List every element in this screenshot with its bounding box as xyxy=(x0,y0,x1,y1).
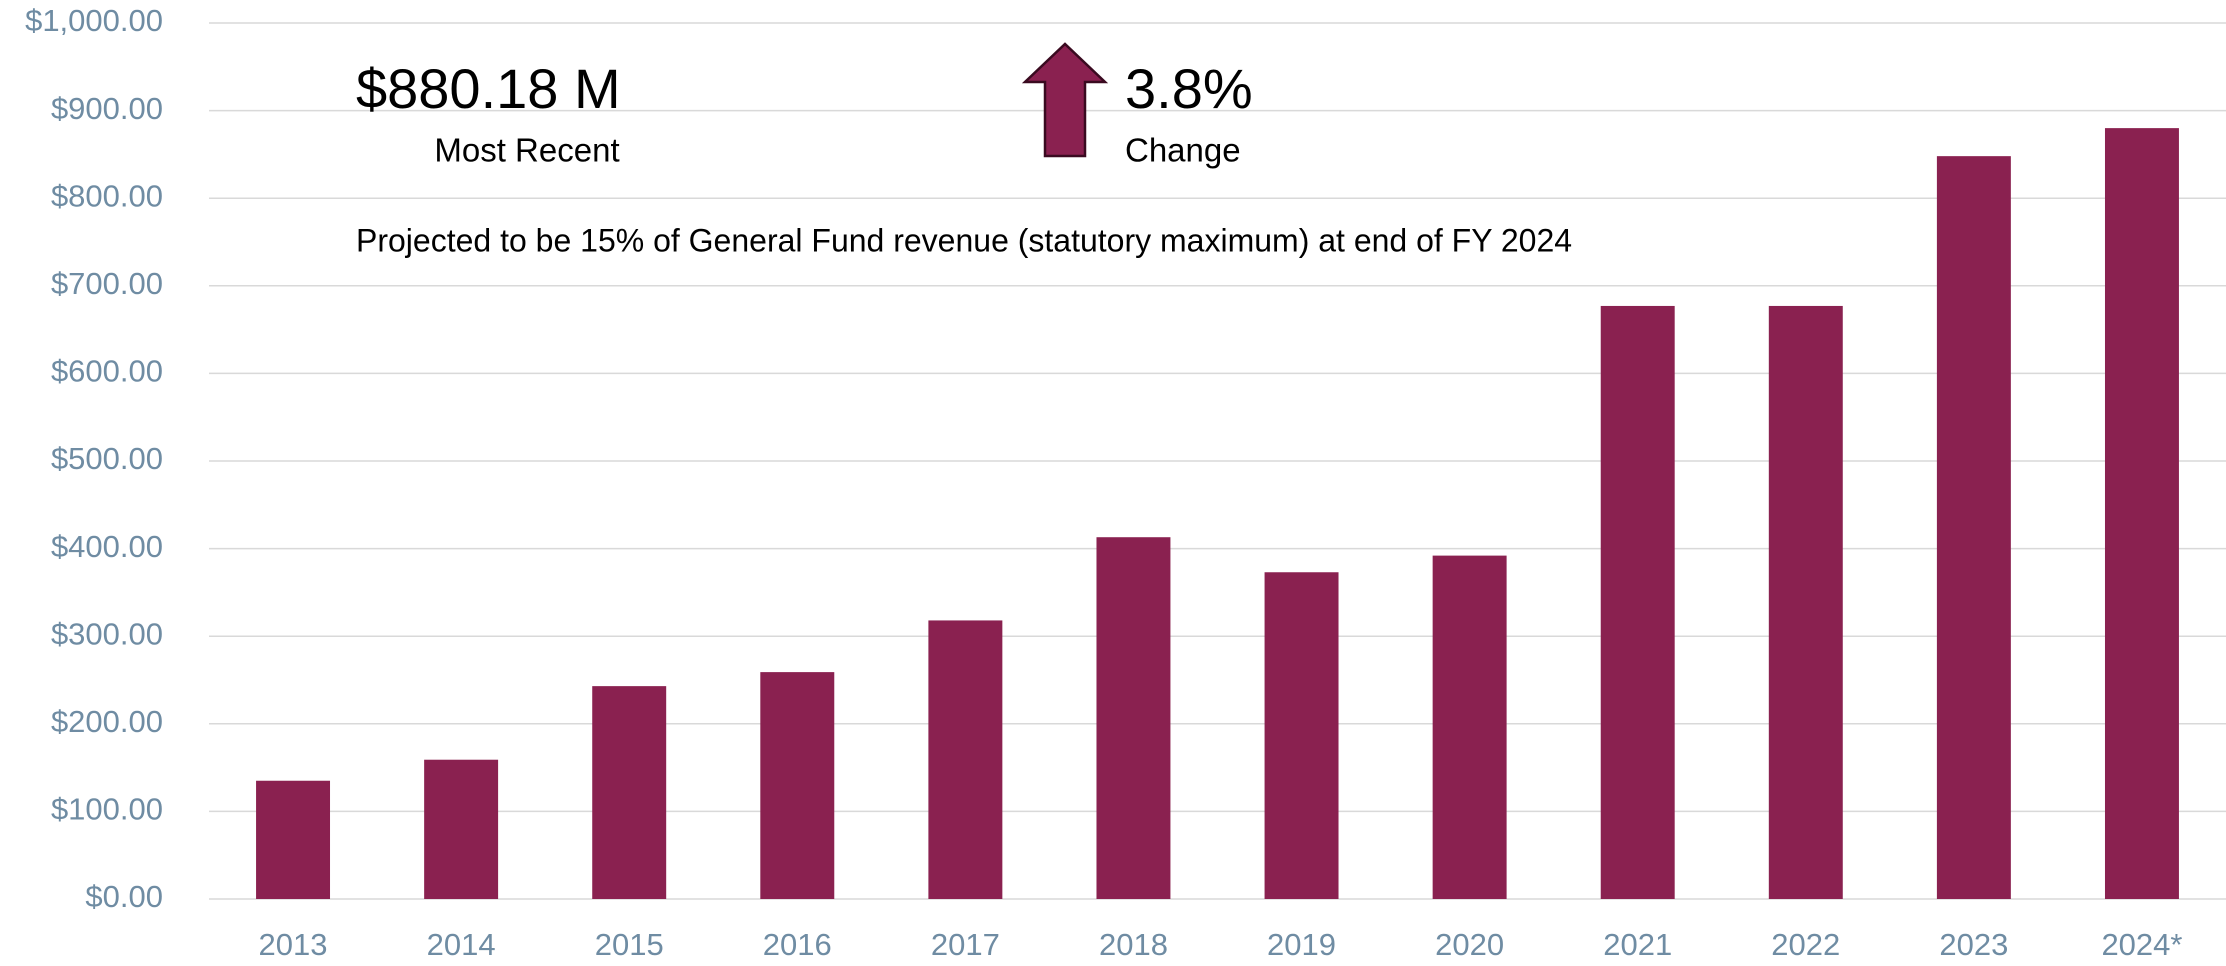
bar xyxy=(2104,128,2179,899)
x-tick-label: 2015 xyxy=(595,927,664,962)
y-tick-label: $900.00 xyxy=(51,91,163,126)
bar xyxy=(592,686,667,899)
x-tick-label: 2014 xyxy=(427,927,496,962)
x-tick-label: 2013 xyxy=(259,927,328,962)
y-tick-label: $800.00 xyxy=(51,178,163,213)
x-tick-label: 2019 xyxy=(1267,927,1336,962)
headline-value: $880.18 M xyxy=(356,57,621,120)
bar xyxy=(1264,572,1339,899)
x-tick-label: 2016 xyxy=(763,927,832,962)
bar xyxy=(928,620,1003,899)
y-tick-label: $1,000.00 xyxy=(25,3,163,38)
note: Projected to be 15% of General Fund reve… xyxy=(356,222,1572,258)
bar xyxy=(1936,156,2011,900)
change-caption: Change xyxy=(1125,132,1241,169)
x-tick-label: 2017 xyxy=(931,927,1000,962)
bar xyxy=(1432,555,1507,899)
x-tick-label: 2021 xyxy=(1603,927,1672,962)
up-arrow xyxy=(1021,42,1109,158)
y-tick-label: $0.00 xyxy=(85,879,163,914)
bar xyxy=(256,780,331,899)
y-tick-label: $600.00 xyxy=(51,354,163,389)
x-tick-label: 2018 xyxy=(1099,927,1168,962)
y-tick-label: $500.00 xyxy=(51,441,163,476)
bar xyxy=(1096,537,1171,899)
bar xyxy=(1768,305,1843,899)
y-tick-label: $200.00 xyxy=(51,704,163,739)
headline-caption: Most Recent xyxy=(434,132,619,169)
bar xyxy=(760,672,835,899)
x-tick-label: 2022 xyxy=(1771,927,1840,962)
x-tick-label: 2023 xyxy=(1939,927,2008,962)
bar xyxy=(1600,305,1675,899)
x-tick-label: 2024* xyxy=(2101,927,2182,962)
y-tick-label: $400.00 xyxy=(51,529,163,564)
change-value: 3.8% xyxy=(1125,57,1253,120)
y-tick-label: $700.00 xyxy=(51,266,163,301)
y-tick-label: $100.00 xyxy=(51,792,163,827)
y-tick-label: $300.00 xyxy=(51,616,163,651)
x-tick-label: 2020 xyxy=(1435,927,1504,962)
bar xyxy=(424,759,499,899)
